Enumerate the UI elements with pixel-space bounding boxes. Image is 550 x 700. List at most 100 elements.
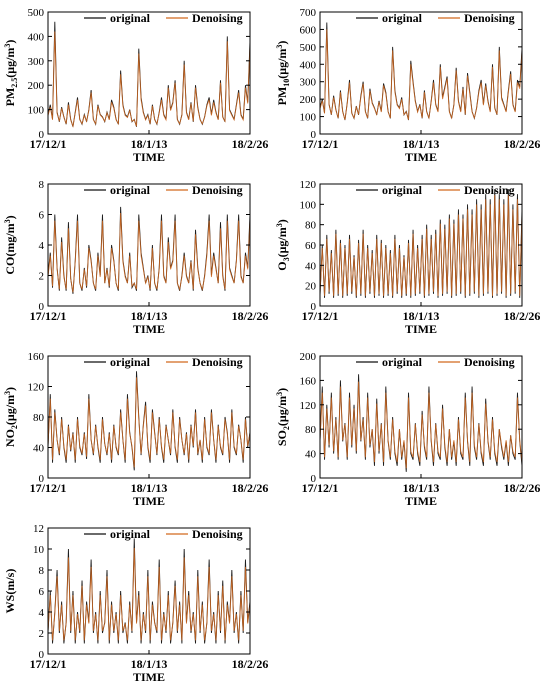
legend-label-original: original: [382, 183, 423, 197]
legend-label-original: original: [110, 11, 151, 25]
y-tick-label: 100: [300, 112, 317, 124]
y-tick-label: 40: [305, 260, 317, 272]
y-tick-label: 20: [305, 281, 317, 293]
x-tick-label: 17/12/1: [30, 481, 67, 495]
x-axis-label: TIME: [133, 150, 165, 164]
y-tick-label: 0: [39, 129, 45, 141]
x-tick-label: 18/2/26: [504, 137, 541, 151]
y-tick-label: 0: [311, 473, 317, 485]
legend-label-denoising: Denoising: [464, 183, 515, 197]
x-tick-label: 18/2/26: [232, 481, 269, 495]
y-tick-label: 80: [305, 424, 317, 436]
chart-so2: 0 40 80 120 160 200 17/12/1 18/1/13 18/2/26 TIME S…: [275, 351, 540, 508]
series-line-denoising: [47, 377, 251, 468]
y-tick-label: 500: [28, 7, 45, 19]
x-axis-label: TIME: [405, 494, 437, 508]
y-tick-label: 160: [28, 351, 45, 363]
series-line-original: [47, 538, 251, 644]
x-tick-label: 17/12/1: [30, 657, 67, 671]
y-tick-label: 8: [39, 179, 45, 191]
x-axis-label: TIME: [133, 322, 165, 336]
y-tick-label: 120: [300, 400, 317, 412]
chart-pm25: 0 100 200 300 400 500 17/12/1 18/1/13 18/2/26 TIM…: [3, 7, 268, 164]
y-axis-label: CO(mg/m3): [3, 215, 17, 274]
y-tick-label: 6: [39, 586, 45, 598]
y-axis-label: NO2(μg/m3): [3, 387, 19, 447]
legend-label-original: original: [110, 527, 151, 541]
plot-frame: [47, 11, 251, 135]
x-tick-label: 18/2/26: [504, 309, 541, 323]
x-axis-label: TIME: [405, 150, 437, 164]
y-tick-label: 0: [311, 301, 317, 313]
x-tick-label: 18/1/13: [131, 657, 168, 671]
legend-label-denoising: Denoising: [192, 355, 243, 369]
y-axis-label: PM2.5(μg/m3): [3, 40, 19, 107]
y-tick-label: 40: [33, 443, 45, 455]
legend-label-original: original: [382, 11, 423, 25]
y-tick-label: 300: [28, 56, 45, 68]
x-axis-label: TIME: [133, 670, 165, 684]
y-axis-label: O3(μg/m3): [275, 219, 291, 270]
x-tick-label: 17/12/1: [302, 481, 339, 495]
y-tick-label: 200: [300, 94, 317, 106]
x-tick-label: 17/12/1: [302, 137, 339, 151]
x-tick-label: 18/1/13: [131, 481, 168, 495]
chart-ws: 0 2 4 6 8 10 12 17/12/1 18/1/13 18/2/26 TIME WS(m/s…: [3, 523, 268, 684]
y-tick-label: 500: [300, 42, 317, 54]
x-tick-label: 18/1/13: [403, 309, 440, 323]
x-tick-label: 18/2/26: [232, 657, 269, 671]
x-tick-label: 17/12/1: [30, 137, 67, 151]
legend-label-denoising: Denoising: [192, 183, 243, 197]
legend-label-denoising: Denoising: [464, 11, 515, 25]
y-tick-label: 2: [39, 271, 45, 283]
x-tick-label: 18/1/13: [131, 137, 168, 151]
series-line-denoising: [319, 195, 523, 296]
legend-label-original: original: [110, 183, 151, 197]
y-tick-label: 80: [33, 412, 45, 424]
plot-frame: [47, 527, 251, 655]
y-tick-label: 300: [300, 77, 317, 89]
y-tick-label: 700: [300, 7, 317, 19]
series-line-original: [319, 22, 523, 121]
x-tick-label: 18/1/13: [403, 137, 440, 151]
y-tick-label: 4: [39, 240, 45, 252]
y-tick-label: 80: [305, 220, 317, 232]
series-line-denoising: [47, 31, 251, 128]
legend-label-denoising: Denoising: [192, 527, 243, 541]
series-line-denoising: [319, 381, 523, 469]
y-tick-label: 12: [33, 523, 44, 535]
legend-label-denoising: Denoising: [464, 355, 515, 369]
y-tick-label: 0: [39, 649, 45, 661]
y-tick-label: 400: [300, 59, 317, 71]
x-tick-label: 17/12/1: [302, 309, 339, 323]
y-tick-label: 200: [28, 80, 45, 92]
y-tick-label: 0: [39, 473, 45, 485]
y-axis-label: SO2(μg/m3): [275, 388, 291, 446]
chart-no2: 0 40 80 120 160 17/12/1 18/1/13 18/2/26 TIME NO2(…: [3, 351, 268, 508]
x-tick-label: 18/1/13: [403, 481, 440, 495]
y-tick-label: 120: [28, 382, 45, 394]
y-tick-label: 8: [39, 565, 45, 577]
series-line-original: [47, 21, 251, 127]
y-tick-label: 40: [305, 449, 317, 461]
series-line-denoising: [47, 212, 251, 293]
legend-label-original: original: [110, 355, 151, 369]
y-tick-label: 0: [39, 301, 45, 313]
chart-o3: 0 20 40 60 80 100 120 17/12/1 18/1/13 18/2/26 TIME…: [275, 179, 540, 336]
x-tick-label: 18/1/13: [131, 309, 168, 323]
plot-frame: [47, 355, 251, 479]
y-tick-label: 10: [33, 544, 45, 556]
y-axis-label: PM10(μg/m3): [275, 41, 291, 106]
y-axis-label: WS(m/s): [3, 569, 17, 614]
x-tick-label: 18/2/26: [232, 137, 269, 151]
series-line-denoising: [319, 29, 523, 120]
chart-co: 0 2 4 6 8 17/12/1 18/1/13 18/2/26 TIME CO(mg/m3) o…: [3, 179, 268, 336]
x-axis-label: TIME: [405, 322, 437, 336]
x-tick-label: 18/2/26: [504, 481, 541, 495]
y-tick-label: 120: [300, 179, 317, 191]
y-tick-label: 400: [28, 31, 45, 43]
y-tick-label: 4: [39, 607, 45, 619]
y-tick-label: 100: [28, 105, 45, 117]
x-axis-label: TIME: [133, 494, 165, 508]
x-tick-label: 18/2/26: [232, 309, 269, 323]
